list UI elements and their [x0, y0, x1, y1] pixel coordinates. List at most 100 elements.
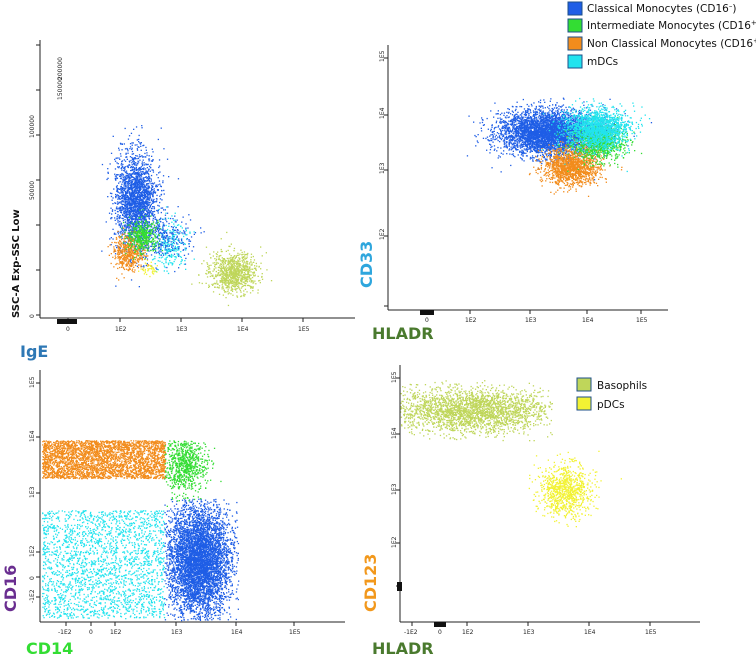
event-dot [220, 271, 222, 273]
event-dot [250, 256, 252, 258]
event-dot [210, 264, 212, 266]
event-dot [230, 280, 232, 282]
event-dot [222, 262, 224, 264]
event-dot [130, 217, 133, 219]
event-dot [141, 227, 143, 229]
event-dot [129, 233, 131, 235]
event-dot [158, 246, 161, 248]
event-dot [122, 193, 124, 196]
event-dot [216, 253, 218, 256]
event-dot [172, 237, 175, 240]
event-dot [128, 187, 130, 189]
event-dot [193, 231, 195, 233]
event-dot [124, 233, 126, 235]
event-dot [114, 175, 117, 177]
event-dot [537, 154, 539, 157]
event-dot [128, 231, 130, 233]
event-dot [121, 264, 124, 266]
event-dot [163, 193, 165, 195]
event-dot [139, 250, 141, 252]
event-dot [134, 180, 136, 183]
event-dot [138, 190, 140, 192]
event-dot [548, 146, 551, 148]
event-dot [159, 171, 161, 173]
event-dot [135, 216, 137, 218]
event-dot [148, 221, 150, 223]
event-dot [534, 140, 536, 143]
event-dot [115, 245, 117, 247]
event-dot [261, 273, 263, 275]
event-dot [134, 235, 136, 238]
event-dot [155, 267, 157, 269]
event-dot [163, 232, 166, 234]
event-dot [165, 258, 167, 260]
event-dot [149, 268, 151, 270]
event-dot [235, 269, 237, 271]
event-dot [185, 234, 187, 236]
event-dot [236, 295, 238, 297]
event-dot [175, 247, 177, 249]
event-dot [209, 268, 211, 270]
event-dot [139, 199, 141, 201]
event-dot [144, 202, 146, 204]
event-dot [131, 144, 133, 146]
event-dot [237, 283, 239, 285]
event-dot [250, 279, 252, 281]
event-dot [155, 250, 157, 252]
event-dot [119, 256, 121, 258]
x-axis-label: IgE [20, 342, 48, 361]
event-dot [161, 236, 163, 238]
event-dot [139, 167, 141, 170]
event-dot [115, 257, 117, 259]
event-dot [132, 158, 134, 160]
event-dot [513, 123, 515, 126]
event-dot [132, 160, 134, 163]
event-dot [249, 262, 251, 264]
event-dot [143, 194, 145, 196]
event-dot [124, 247, 126, 249]
event-dot [150, 232, 152, 234]
event-dot [119, 252, 121, 254]
event-dot [152, 227, 154, 229]
event-dot [137, 239, 139, 241]
event-dot [138, 180, 141, 182]
event-dot [120, 230, 122, 232]
event-dot [171, 249, 174, 251]
event-dot [246, 291, 248, 293]
event-dot [185, 223, 187, 225]
event-dot [131, 164, 133, 166]
event-dot [119, 236, 121, 238]
event-dot [134, 178, 136, 180]
event-dot [167, 242, 169, 244]
event-dot [125, 216, 128, 218]
event-dot [179, 241, 181, 243]
event-dot [131, 158, 134, 161]
event-dot [135, 169, 137, 171]
event-dot [239, 289, 242, 292]
event-dot [140, 253, 142, 256]
event-dot [127, 183, 129, 186]
event-dot [123, 262, 125, 264]
event-dot [185, 249, 187, 251]
event-dot [253, 275, 255, 277]
event-dot [220, 250, 222, 253]
event-dot [117, 231, 119, 233]
event-dot [137, 184, 139, 186]
event-dot [127, 186, 129, 188]
event-dot [144, 249, 146, 251]
event-dot [214, 282, 216, 284]
event-dot [206, 262, 208, 264]
event-dot [539, 110, 541, 112]
event-dot [157, 221, 159, 223]
event-dot [121, 209, 123, 211]
event-dot [142, 221, 145, 223]
event-dot [239, 266, 241, 268]
event-dot [125, 227, 127, 229]
event-dot [116, 201, 119, 203]
event-dot [127, 269, 130, 272]
event-dot [148, 246, 150, 248]
event-dot [225, 277, 228, 279]
event-dot [140, 234, 142, 236]
event-dot [128, 208, 131, 210]
event-dot [124, 177, 127, 179]
